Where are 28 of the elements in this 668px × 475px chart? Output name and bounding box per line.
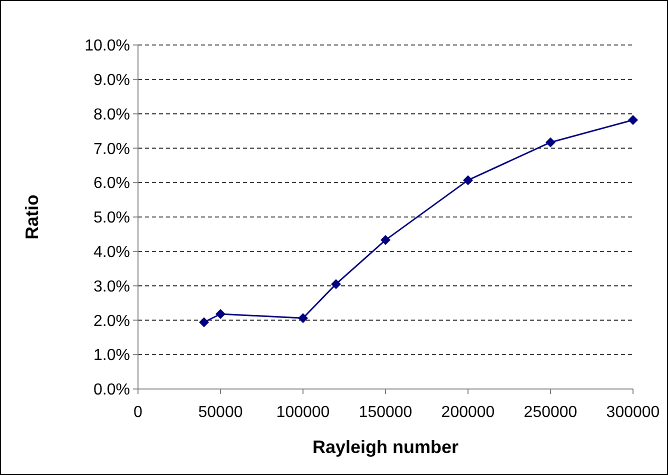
x-tick-label: 200000: [441, 404, 495, 421]
y-tick-label: 1.0%: [94, 347, 130, 364]
y-tick-label: 7.0%: [94, 140, 130, 158]
y-tick-label: 0.0%: [94, 382, 130, 399]
y-tick-label: 9.0%: [94, 72, 130, 89]
y-tick-label: 10.0%: [84, 38, 130, 55]
point: [380, 235, 390, 246]
x-tick-label: 0: [134, 404, 143, 421]
y-tick-label: 6.0%: [94, 175, 130, 192]
y-tick-label: 3.0%: [94, 278, 130, 296]
point: [546, 137, 556, 148]
y-tick-label: 5.0%: [94, 210, 130, 227]
x-tick-label: 50000: [198, 404, 243, 421]
point: [199, 317, 209, 328]
x-axis-title: Rayleigh number: [312, 437, 459, 457]
x-tick-label: 250000: [524, 404, 578, 421]
y-tick-label: 4.0%: [94, 244, 130, 261]
point: [331, 279, 341, 290]
x-tick-label: 300000: [606, 404, 660, 421]
point: [216, 309, 226, 320]
point: [628, 114, 638, 125]
point: [463, 175, 473, 186]
y-tick-label: 8.0%: [94, 106, 130, 124]
y-axis-title: Ratio: [22, 194, 42, 240]
x-tick-label: 100000: [276, 404, 330, 421]
y-tick-label: 2.0%: [94, 312, 130, 330]
x-tick-label: 150000: [358, 404, 412, 421]
point: [298, 313, 308, 324]
